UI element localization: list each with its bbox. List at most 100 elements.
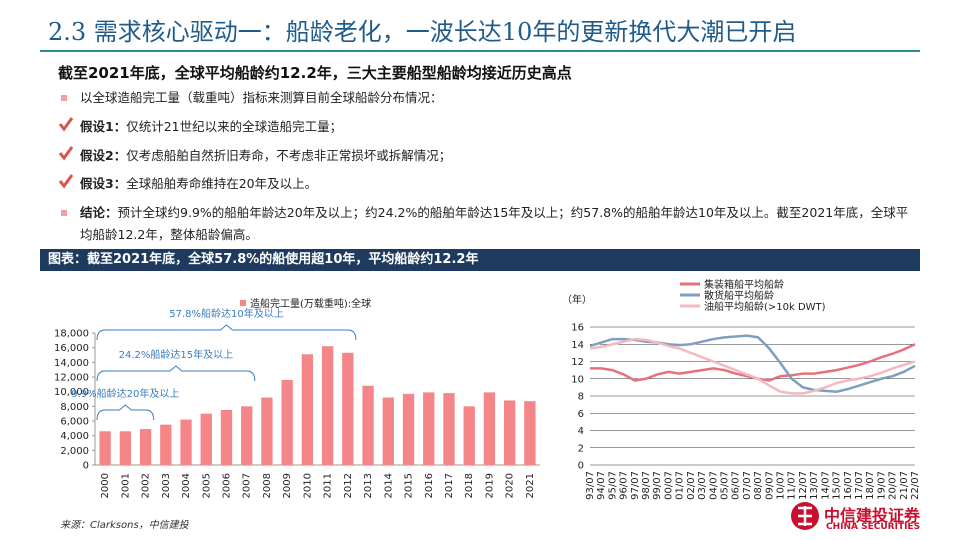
x-tick-label: 17/07: [854, 471, 865, 500]
x-tick-label: 2020: [505, 473, 516, 498]
check-icon: [58, 174, 74, 189]
x-tick-label: 97/07: [630, 471, 641, 500]
x-tick-label: 2003: [161, 473, 172, 498]
bar: [119, 431, 132, 465]
y-tick-label: 10: [571, 374, 584, 385]
bar: [261, 397, 273, 465]
bullet-icon: [61, 95, 67, 101]
bullet-text: 以全球造船完工量（载重吨）指标来测算目前全球船龄分布情况：: [80, 90, 443, 105]
y-tick-label: 16: [571, 323, 584, 334]
y-tick-label: 14: [571, 340, 584, 351]
x-tick-label: 02/07: [686, 471, 697, 500]
y-tick-label: 2,000: [60, 446, 89, 457]
x-tick-label: 07/07: [742, 471, 753, 500]
y-tick-label: 12,000: [54, 373, 89, 384]
annotation-bracket: [96, 365, 256, 382]
x-tick-label: 2021: [525, 473, 536, 498]
annotation-bracket: [96, 324, 357, 341]
x-tick-label: 2018: [464, 473, 475, 498]
y-tick-label: 6,000: [60, 417, 89, 428]
bullet: 以全球造船完工量（载重吨）指标来测算目前全球船龄分布情况：: [80, 87, 920, 109]
bar: [139, 429, 152, 465]
x-tick-label: 99/07: [652, 471, 663, 500]
x-tick-label: 2014: [383, 473, 394, 498]
x-tick-label: 2012: [343, 473, 354, 498]
y-axis-label: （年）: [562, 293, 592, 306]
bullet: 结论：预计全球约9.9%的船舶年龄达20年及以上；约24.2%的船舶年龄达15年…: [80, 202, 920, 246]
legend-label: 造船完工量(万载重吨):全球: [250, 297, 371, 310]
x-tick-label: 98/07: [641, 471, 652, 500]
legend-label: 集装箱船平均船龄: [704, 278, 784, 291]
y-tick-label: 2: [578, 443, 584, 454]
line-series: [589, 337, 916, 395]
bar: [241, 406, 253, 465]
x-tick-label: 11/07: [787, 471, 798, 500]
y-tick-label: 6: [578, 409, 584, 420]
bar: [301, 354, 314, 465]
x-tick-label: 05/07: [719, 471, 730, 500]
x-tick-label: 93/07: [585, 471, 596, 500]
bullet: 假设1：仅统计21世纪以来的全球造船完工量；: [80, 116, 920, 138]
bullet-label: 假设1：: [80, 119, 127, 134]
annotation-bracket: [96, 404, 155, 421]
x-tick-label: 2007: [242, 473, 253, 498]
subtitle: 截至2021年底，全球平均船龄约12.2年，三大主要船型船龄均接近历史高点: [58, 64, 572, 82]
x-tick-label: 2016: [424, 473, 435, 498]
check-icon: [58, 117, 74, 132]
legend-swatch: [240, 300, 246, 306]
bar: [180, 419, 192, 465]
bullet-text: 预计全球约9.9%的船舶年龄达20年及以上；约24.2%的船舶年龄达15年及以上…: [80, 205, 909, 242]
bullet-label: 假设3：: [80, 176, 127, 191]
bullet-icon: [61, 210, 67, 216]
x-tick-label: 20/07: [888, 471, 899, 500]
bar: [443, 393, 455, 465]
x-tick-label: 2011: [323, 473, 334, 498]
bar: [483, 392, 496, 465]
x-tick-label: 2010: [302, 473, 313, 498]
x-tick-label: 19/07: [876, 471, 887, 500]
bar: [503, 400, 516, 465]
y-tick-label: 4: [578, 426, 584, 437]
bar: [402, 393, 415, 465]
bullet-text: 全球船舶寿命维持在20年及以上。: [126, 176, 318, 191]
x-tick-label: 2009: [282, 473, 293, 498]
y-tick-label: 16,000: [54, 343, 89, 354]
x-tick-label: 2004: [181, 473, 192, 498]
title-rule: [40, 50, 920, 52]
y-tick-label: 8: [578, 392, 584, 403]
bullet-text: 仅考虑船舶自然折旧寿命，不考虑非正常损坏或拆解情况；: [126, 148, 452, 163]
x-tick-label: 14/07: [820, 471, 831, 500]
x-tick-label: 2000: [100, 473, 111, 498]
y-tick-label: 0: [578, 461, 584, 472]
bar: [524, 401, 536, 465]
bullet: 假设2：仅考虑船舶自然折旧寿命，不考虑非正常损坏或拆解情况；: [80, 145, 920, 167]
title: 2.3 需求核心驱动一：船龄老化，一波长达10年的更新换代大潮已开启: [48, 18, 797, 46]
bar: [281, 379, 293, 465]
legend-label: 散货船平均船龄: [704, 289, 774, 302]
x-tick-label: 13/07: [809, 471, 820, 500]
x-tick-label: 2019: [484, 473, 495, 498]
bar: [160, 424, 172, 465]
bar: [321, 346, 334, 465]
bar: [342, 352, 354, 465]
x-tick-label: 2005: [201, 473, 212, 498]
x-tick-label: 06/07: [731, 471, 742, 500]
y-tick-label: 0: [83, 461, 89, 472]
bar: [423, 392, 435, 465]
line-series: [589, 334, 916, 393]
x-tick-label: 15/07: [832, 471, 843, 500]
x-tick-label: 94/07: [596, 471, 607, 500]
source: 来源：Clarksons，中信建投: [60, 520, 189, 531]
legend-label: 油船平均船龄(>10k DWT): [704, 300, 826, 313]
x-tick-label: 04/07: [708, 471, 719, 500]
x-tick-label: 08/07: [753, 471, 764, 500]
x-tick-label: 00/07: [663, 471, 674, 500]
figure-caption: 图表：截至2021年底，全球57.8%的船使用超10年，平均船龄约12.2年: [40, 249, 920, 271]
bar: [220, 410, 233, 465]
x-tick-label: 2006: [221, 473, 232, 498]
y-tick-label: 14,000: [54, 358, 89, 369]
bullet: 假设3：全球船舶寿命维持在20年及以上。: [80, 173, 920, 195]
x-tick-label: 2017: [444, 473, 455, 498]
